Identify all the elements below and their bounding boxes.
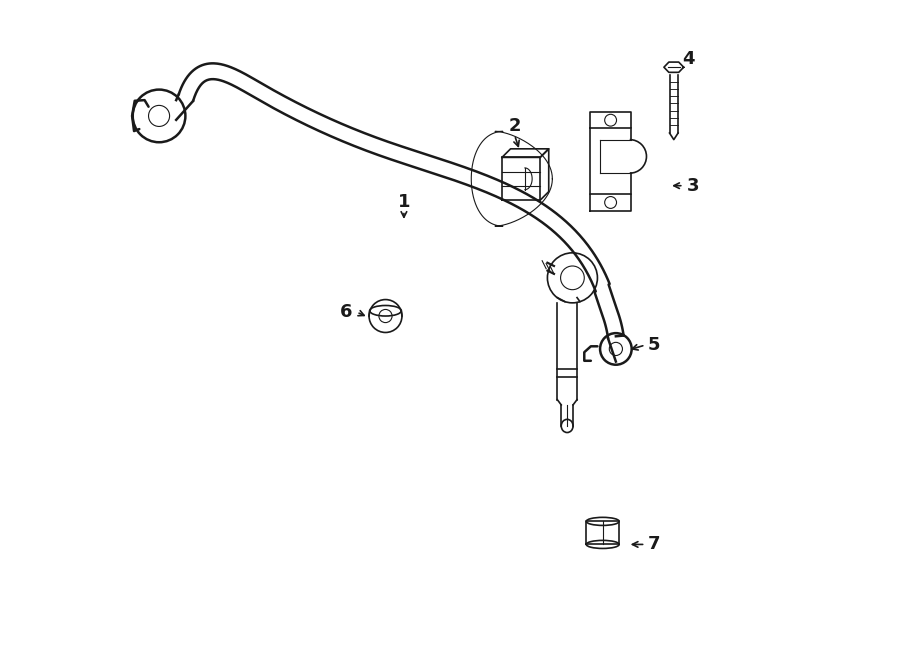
Text: 7: 7 [648, 535, 661, 553]
Text: 3: 3 [688, 176, 700, 195]
Text: 4: 4 [682, 50, 695, 68]
Text: 1: 1 [398, 193, 410, 211]
Text: 6: 6 [340, 303, 352, 321]
Text: 5: 5 [648, 336, 661, 354]
Text: 2: 2 [508, 118, 521, 136]
